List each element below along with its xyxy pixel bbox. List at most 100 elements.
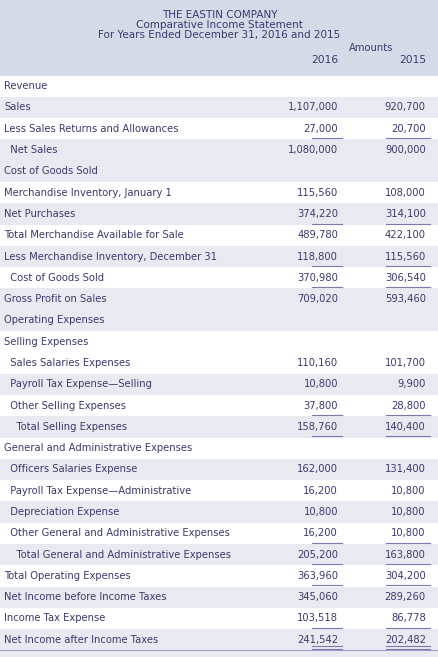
Text: 202,482: 202,482 [384,635,425,645]
FancyBboxPatch shape [0,203,438,225]
Text: 16,200: 16,200 [303,486,337,496]
Text: 1,107,000: 1,107,000 [287,102,337,112]
Text: 709,020: 709,020 [297,294,337,304]
Text: 158,760: 158,760 [296,422,337,432]
FancyBboxPatch shape [0,374,438,395]
Text: Depreciation Expense: Depreciation Expense [4,507,120,517]
Text: General and Administrative Expenses: General and Administrative Expenses [4,443,192,453]
Text: 920,700: 920,700 [384,102,425,112]
Text: Net Income after Income Taxes: Net Income after Income Taxes [4,635,158,645]
Text: 20,700: 20,700 [390,124,425,134]
Text: Cost of Goods Sold: Cost of Goods Sold [4,273,104,283]
Text: Sales: Sales [4,102,31,112]
Text: 289,260: 289,260 [384,592,425,602]
Text: 241,542: 241,542 [296,635,337,645]
FancyBboxPatch shape [0,139,438,161]
FancyBboxPatch shape [0,523,438,544]
FancyBboxPatch shape [0,501,438,523]
Text: 2015: 2015 [398,55,425,65]
Text: Payroll Tax Expense—Selling: Payroll Tax Expense—Selling [4,379,152,390]
Text: 9,900: 9,900 [396,379,425,390]
Text: 363,960: 363,960 [297,571,337,581]
FancyBboxPatch shape [0,352,438,374]
FancyBboxPatch shape [0,480,438,501]
FancyBboxPatch shape [0,629,438,650]
Text: 422,100: 422,100 [384,230,425,240]
FancyBboxPatch shape [0,161,438,182]
Text: Selling Expenses: Selling Expenses [4,336,88,347]
Text: 306,540: 306,540 [384,273,425,283]
Text: 304,200: 304,200 [384,571,425,581]
FancyBboxPatch shape [0,182,438,203]
FancyBboxPatch shape [0,76,438,97]
FancyBboxPatch shape [0,0,438,76]
FancyBboxPatch shape [0,459,438,480]
FancyBboxPatch shape [0,608,438,629]
Text: Total Merchandise Available for Sale: Total Merchandise Available for Sale [4,230,184,240]
FancyBboxPatch shape [0,395,438,417]
Text: 101,700: 101,700 [384,358,425,368]
Text: Net Income before Income Taxes: Net Income before Income Taxes [4,592,166,602]
FancyBboxPatch shape [0,417,438,438]
Text: 115,560: 115,560 [296,188,337,198]
Text: 10,800: 10,800 [390,507,425,517]
Text: Total Operating Expenses: Total Operating Expenses [4,571,131,581]
FancyBboxPatch shape [0,118,438,139]
Text: 314,100: 314,100 [384,209,425,219]
FancyBboxPatch shape [0,267,438,288]
Text: Gross Profit on Sales: Gross Profit on Sales [4,294,107,304]
Text: 162,000: 162,000 [297,464,337,474]
Text: 370,980: 370,980 [297,273,337,283]
Text: 86,778: 86,778 [390,614,425,623]
Text: 115,560: 115,560 [384,252,425,261]
Text: Comparative Income Statement: Comparative Income Statement [136,20,302,30]
Text: Net Purchases: Net Purchases [4,209,76,219]
Text: Sales Salaries Expenses: Sales Salaries Expenses [4,358,131,368]
FancyBboxPatch shape [0,225,438,246]
FancyBboxPatch shape [0,309,438,331]
FancyBboxPatch shape [0,544,438,565]
Text: 205,200: 205,200 [297,550,337,560]
Text: 103,518: 103,518 [297,614,337,623]
Text: 489,780: 489,780 [297,230,337,240]
FancyBboxPatch shape [0,246,438,267]
Text: Net Sales: Net Sales [4,145,58,155]
Text: Cost of Goods Sold: Cost of Goods Sold [4,166,98,176]
Text: 118,800: 118,800 [297,252,337,261]
FancyBboxPatch shape [0,288,438,309]
Text: Revenue: Revenue [4,81,48,91]
Text: 10,800: 10,800 [303,379,337,390]
FancyBboxPatch shape [0,331,438,352]
Text: 374,220: 374,220 [297,209,337,219]
Text: Less Merchandise Inventory, December 31: Less Merchandise Inventory, December 31 [4,252,217,261]
Text: Payroll Tax Expense—Administrative: Payroll Tax Expense—Administrative [4,486,191,496]
Text: Amounts: Amounts [348,43,392,53]
Text: 10,800: 10,800 [390,486,425,496]
Text: 163,800: 163,800 [384,550,425,560]
Text: 10,800: 10,800 [303,507,337,517]
Text: Other Selling Expenses: Other Selling Expenses [4,401,126,411]
Text: 108,000: 108,000 [384,188,425,198]
Text: 27,000: 27,000 [303,124,337,134]
Text: 593,460: 593,460 [384,294,425,304]
Text: 110,160: 110,160 [296,358,337,368]
FancyBboxPatch shape [0,97,438,118]
Text: 140,400: 140,400 [384,422,425,432]
Text: Merchandise Inventory, January 1: Merchandise Inventory, January 1 [4,188,172,198]
Text: Total General and Administrative Expenses: Total General and Administrative Expense… [4,550,231,560]
FancyBboxPatch shape [0,438,438,459]
FancyBboxPatch shape [0,565,438,587]
Text: THE EASTIN COMPANY: THE EASTIN COMPANY [161,10,277,20]
Text: 345,060: 345,060 [297,592,337,602]
Text: 2016: 2016 [310,55,337,65]
Text: Other General and Administrative Expenses: Other General and Administrative Expense… [4,528,230,538]
Text: 900,000: 900,000 [384,145,425,155]
Text: Total Selling Expenses: Total Selling Expenses [4,422,127,432]
Text: 16,200: 16,200 [303,528,337,538]
Text: 131,400: 131,400 [384,464,425,474]
Text: Officers Salaries Expense: Officers Salaries Expense [4,464,138,474]
Text: Income Tax Expense: Income Tax Expense [4,614,106,623]
Text: For Years Ended December 31, 2016 and 2015: For Years Ended December 31, 2016 and 20… [98,30,340,39]
Text: 10,800: 10,800 [390,528,425,538]
Text: 1,080,000: 1,080,000 [287,145,337,155]
